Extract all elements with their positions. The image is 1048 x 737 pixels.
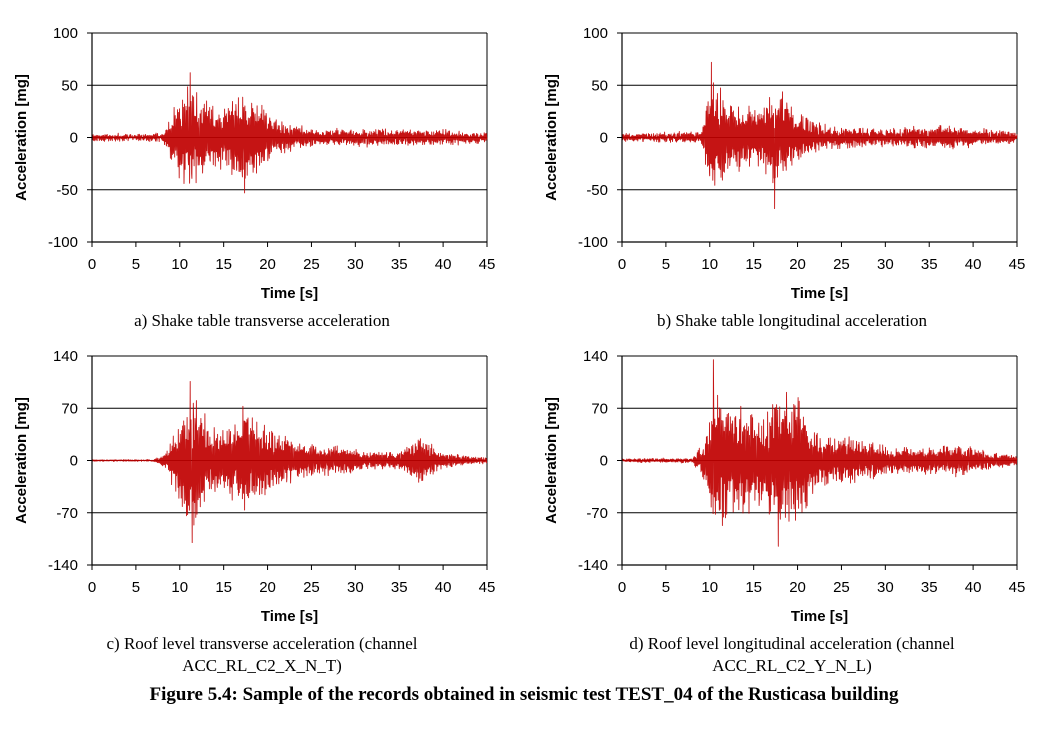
y-tick-label: 0 bbox=[600, 130, 608, 147]
x-tick-label: 45 bbox=[1009, 256, 1026, 273]
y-tick-label: -50 bbox=[586, 182, 608, 199]
x-tick-label: 40 bbox=[435, 256, 452, 273]
x-tick-label: 15 bbox=[745, 579, 762, 596]
chart-panel-a: -100 -50 0 50 100 0 5 10 15 20 25 30 35 40 45 Time [s] A… bbox=[0, 0, 524, 340]
y-axis-title: Acceleration [mg] bbox=[543, 397, 560, 524]
x-tick-label: 35 bbox=[921, 579, 938, 596]
x-tick-label: 20 bbox=[789, 579, 806, 596]
y-tick-label: 70 bbox=[61, 400, 78, 417]
x-tick-label: 5 bbox=[662, 256, 670, 273]
chart-c-svg: -140 -70 0 70 140 0 5 10 15 20 25 30 35 40 45 Time [s] A… bbox=[13, 348, 496, 625]
x-tick-label: 20 bbox=[259, 579, 276, 596]
y-axis-title: Acceleration [mg] bbox=[543, 74, 560, 201]
x-tick-label: 5 bbox=[132, 579, 140, 596]
x-tick-label: 0 bbox=[618, 579, 626, 596]
x-tick-label: 0 bbox=[618, 256, 626, 273]
x-tick-label: 0 bbox=[88, 256, 96, 273]
x-tick-label: 20 bbox=[789, 256, 806, 273]
x-tick-label: 45 bbox=[1009, 579, 1026, 596]
y-tick-label: -50 bbox=[56, 182, 78, 199]
chart-a-svg: -100 -50 0 50 100 0 5 10 15 20 25 30 35 40 45 Time [s] A… bbox=[13, 25, 496, 302]
y-tick-label: -100 bbox=[578, 234, 608, 251]
y-tick-label: 0 bbox=[70, 453, 78, 470]
y-tick-label: 70 bbox=[591, 400, 608, 417]
chart-d-caption: d) Roof level longitudinal acceleration … bbox=[629, 634, 955, 675]
figure-caption: Figure 5.4: Sample of the records obtain… bbox=[149, 684, 899, 705]
x-tick-label: 10 bbox=[171, 579, 188, 596]
x-axis-title: Time [s] bbox=[791, 285, 848, 302]
chart-panel-d: -140 -70 0 70 140 0 5 10 15 20 25 30 35 40 45 Time [s] A… bbox=[530, 323, 1048, 675]
x-tick-label: 35 bbox=[391, 579, 408, 596]
chart-panel-c: -140 -70 0 70 140 0 5 10 15 20 25 30 35 40 45 Time [s] A… bbox=[0, 323, 524, 675]
series-line-transverse bbox=[91, 72, 488, 194]
x-tick-label: 40 bbox=[965, 579, 982, 596]
y-tick-label: -70 bbox=[56, 505, 78, 522]
chart-a-caption: a) Shake table transverse acceleration bbox=[134, 311, 390, 330]
y-tick-label: -70 bbox=[586, 505, 608, 522]
x-tick-label: 5 bbox=[132, 256, 140, 273]
x-tick-label: 30 bbox=[347, 256, 364, 273]
y-tick-label: -140 bbox=[578, 557, 608, 574]
chart-d-svg: -140 -70 0 70 140 0 5 10 15 20 25 30 35 40 45 Time [s] A… bbox=[543, 348, 1026, 625]
x-axis-title: Time [s] bbox=[261, 285, 318, 302]
x-tick-label: 20 bbox=[259, 256, 276, 273]
series-line-ACC_RL_C2_X_N_T bbox=[91, 380, 488, 544]
x-tick-label: 10 bbox=[171, 256, 188, 273]
y-tick-label: 100 bbox=[53, 25, 78, 42]
x-tick-label: 15 bbox=[745, 256, 762, 273]
x-tick-label: 45 bbox=[479, 579, 496, 596]
x-axis-title: Time [s] bbox=[791, 608, 848, 625]
x-tick-label: 45 bbox=[479, 256, 496, 273]
y-tick-label: 140 bbox=[53, 348, 78, 365]
x-tick-label: 15 bbox=[215, 256, 232, 273]
x-tick-label: 10 bbox=[701, 256, 718, 273]
y-tick-label: -100 bbox=[48, 234, 78, 251]
y-tick-label: 100 bbox=[583, 25, 608, 42]
x-tick-label: 40 bbox=[435, 579, 452, 596]
y-tick-label: 140 bbox=[583, 348, 608, 365]
x-tick-label: 15 bbox=[215, 579, 232, 596]
x-tick-label: 0 bbox=[88, 579, 96, 596]
x-axis-title: Time [s] bbox=[261, 608, 318, 625]
x-tick-label: 30 bbox=[877, 256, 894, 273]
x-tick-label: 25 bbox=[303, 256, 320, 273]
y-tick-label: -140 bbox=[48, 557, 78, 574]
series-line-longitudinal bbox=[621, 61, 1018, 210]
x-tick-label: 30 bbox=[877, 579, 894, 596]
x-tick-label: 10 bbox=[701, 579, 718, 596]
chart-panel-b: -100 -50 0 50 100 0 5 10 15 20 25 30 35 40 45 Time [s] A… bbox=[530, 0, 1048, 340]
x-tick-label: 35 bbox=[391, 256, 408, 273]
y-tick-label: 50 bbox=[61, 77, 78, 94]
chart-c-caption: c) Roof level transverse acceleration (c… bbox=[106, 634, 418, 675]
x-tick-label: 30 bbox=[347, 579, 364, 596]
x-tick-label: 35 bbox=[921, 256, 938, 273]
x-tick-label: 25 bbox=[833, 579, 850, 596]
series-line-ACC_RL_C2_Y_N_L bbox=[621, 359, 1018, 547]
y-tick-label: 0 bbox=[70, 130, 78, 147]
chart-b-caption: b) Shake table longitudinal acceleration bbox=[656, 311, 927, 330]
x-tick-label: 25 bbox=[303, 579, 320, 596]
chart-b-svg: -100 -50 0 50 100 0 5 10 15 20 25 30 35 40 45 Time [s] A… bbox=[543, 25, 1026, 302]
y-axis-title: Acceleration [mg] bbox=[13, 397, 30, 524]
y-tick-label: 50 bbox=[591, 77, 608, 94]
x-tick-label: 5 bbox=[662, 579, 670, 596]
x-tick-label: 25 bbox=[833, 256, 850, 273]
x-tick-label: 40 bbox=[965, 256, 982, 273]
y-axis-title: Acceleration [mg] bbox=[13, 74, 30, 201]
y-tick-label: 0 bbox=[600, 453, 608, 470]
